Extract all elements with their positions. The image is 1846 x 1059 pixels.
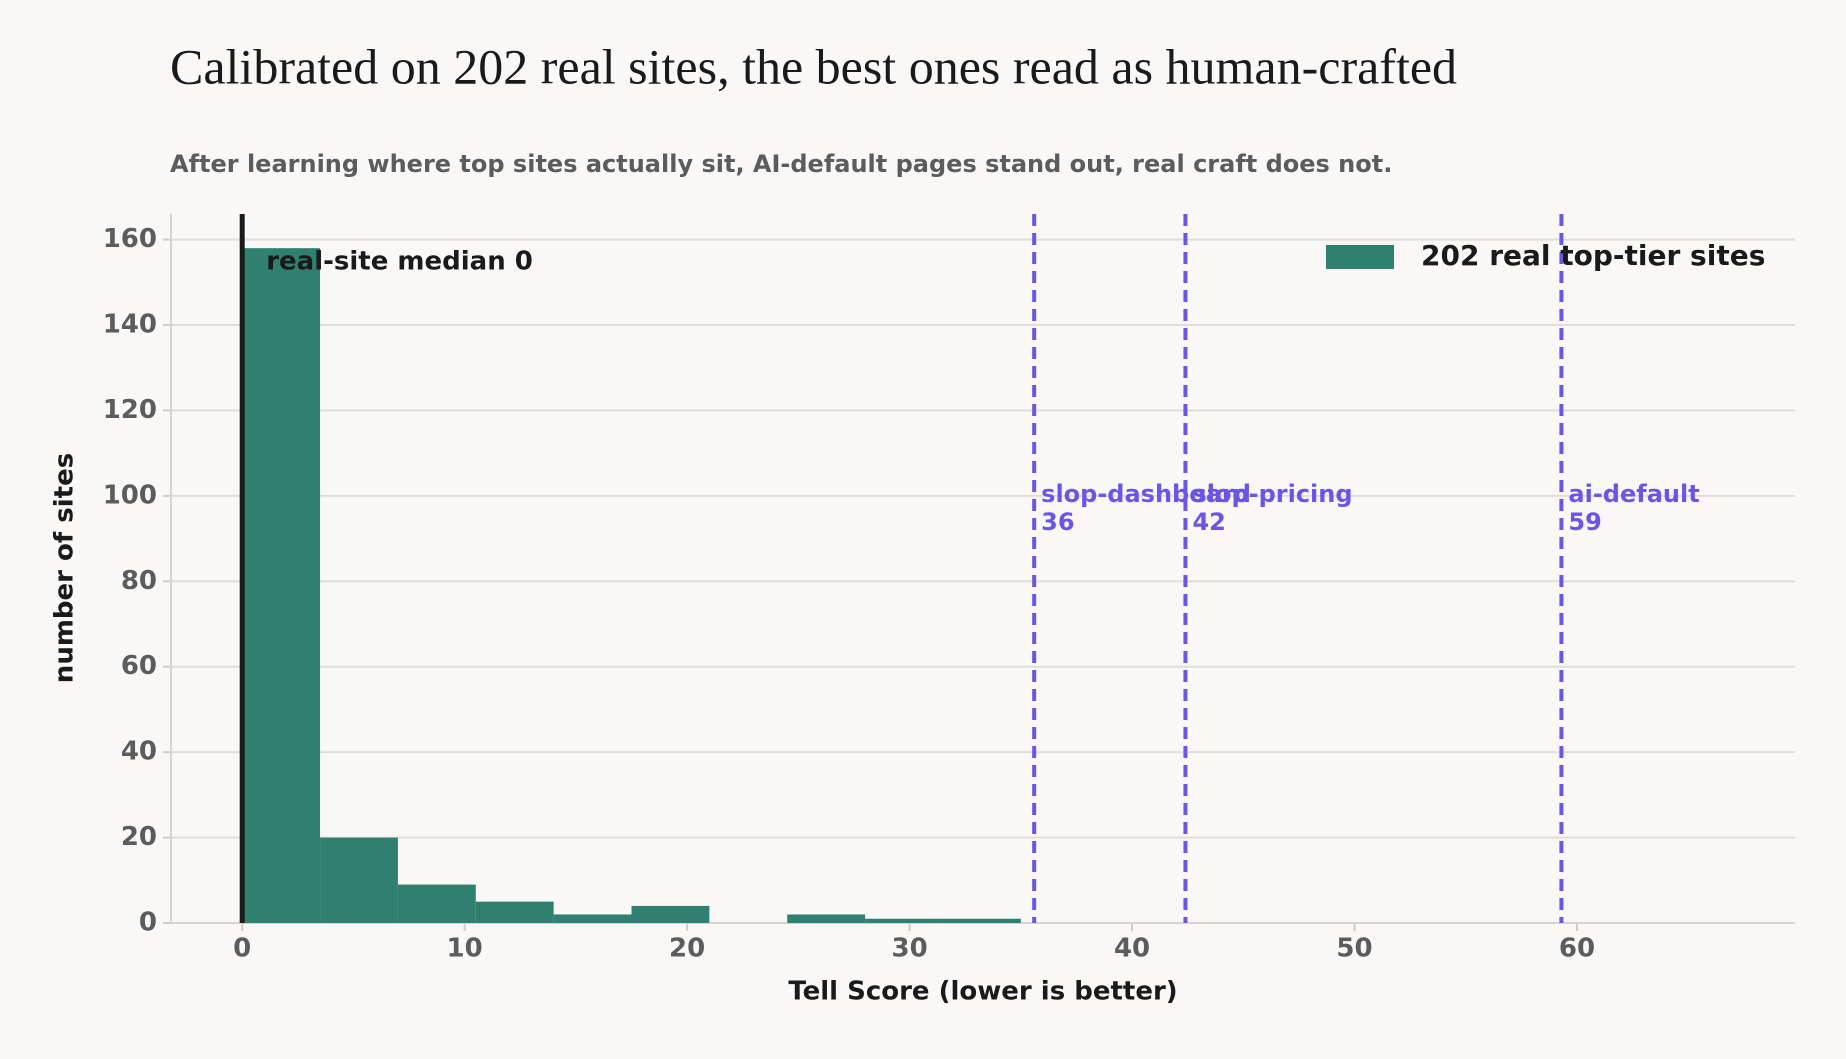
y-tick-label: 40: [121, 737, 157, 767]
y-tick-label: 20: [121, 822, 157, 852]
median-label: real-site median 0: [266, 247, 533, 277]
x-tick-label: 10: [447, 934, 483, 964]
reference-name: slop-dashboard: [1041, 480, 1251, 508]
legend-swatch: [1326, 245, 1394, 269]
reference-name: slop-pricing: [1192, 480, 1352, 508]
chart-subtitle: After learning where top sites actually …: [170, 150, 1392, 178]
y-tick-label: 60: [121, 651, 157, 681]
reference-value: 36: [1041, 508, 1074, 536]
x-tick-label: 20: [669, 934, 705, 964]
histogram-bar: [397, 884, 476, 923]
y-tick-label: 100: [103, 480, 157, 510]
histogram-bar: [320, 837, 398, 923]
x-tick-label: 60: [1559, 934, 1595, 964]
reference-value: 42: [1192, 508, 1225, 536]
y-tick-label: 140: [103, 310, 157, 340]
reference-name: ai-default: [1568, 480, 1699, 508]
x-tick-label: 50: [1336, 934, 1372, 964]
reference-value: 59: [1568, 508, 1601, 536]
y-axis-label: number of sites: [50, 453, 80, 683]
histogram-bar: [865, 918, 943, 923]
y-tick-label: 120: [103, 395, 157, 425]
y-tick-label: 160: [103, 224, 157, 254]
x-tick-label: 0: [233, 934, 251, 964]
chart-title: Calibrated on 202 real sites, the best o…: [170, 38, 1457, 94]
legend-label: 202 real top-tier sites: [1421, 239, 1765, 272]
x-axis-label: Tell Score (lower is better): [788, 977, 1177, 1007]
x-tick-label: 30: [891, 934, 927, 964]
histogram-bar: [631, 905, 710, 923]
histogram-bar: [553, 914, 632, 923]
histogram-bar: [942, 918, 1021, 923]
histogram-bar: [475, 901, 554, 923]
y-tick-label: 0: [139, 908, 157, 938]
y-tick-label: 80: [121, 566, 157, 596]
x-tick-label: 40: [1114, 934, 1150, 964]
histogram-bar: [242, 248, 321, 923]
histogram-bar: [787, 914, 866, 923]
